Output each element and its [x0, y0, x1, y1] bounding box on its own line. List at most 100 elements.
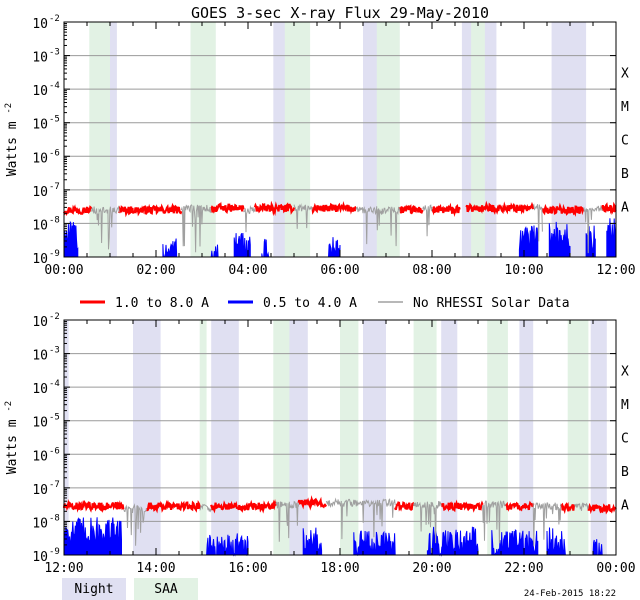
series-blue-segment	[302, 527, 323, 556]
x-tick-label: 12:00	[596, 263, 635, 278]
series-blue-segment	[206, 533, 249, 557]
saa-band	[567, 320, 589, 555]
flare-class-label: M	[621, 100, 629, 115]
night-band	[211, 320, 239, 555]
series-red-segment	[587, 502, 617, 515]
series-red-segment	[62, 498, 125, 513]
y-tick-label: 10	[32, 349, 48, 364]
y-tick-label: 10	[32, 218, 48, 233]
series-blue-segment	[162, 238, 178, 258]
x-tick-label: 22:00	[504, 561, 543, 576]
series-red-segment	[210, 499, 277, 514]
y-tick-label: 10	[32, 252, 48, 267]
y-tick-label: 10	[32, 17, 48, 32]
x-tick-label: 10:00	[504, 263, 543, 278]
series-gray-segment	[199, 503, 212, 513]
timestamp: 24-Feb-2015 18:22	[524, 589, 616, 599]
series-blue-segment	[546, 527, 566, 556]
flare-class-label: C	[621, 432, 629, 447]
series-gray-segment	[91, 205, 120, 250]
x-tick-label: 08:00	[412, 263, 451, 278]
series-gray-segment	[482, 500, 506, 544]
series-red-segment	[559, 501, 576, 515]
series-gray-segment	[243, 205, 256, 233]
series-gray-segment	[422, 204, 433, 237]
x-tick-label: 00:00	[596, 561, 635, 576]
x-tick-label: 02:00	[136, 263, 175, 278]
series-red-segment	[118, 202, 183, 218]
saa-band	[340, 320, 359, 555]
y-tick-exponent: -9	[49, 547, 60, 557]
series-red-segment	[253, 200, 296, 217]
series-gray-segment	[355, 206, 401, 247]
y-tick-label: 10	[32, 449, 48, 464]
region-legend: Night SAA	[62, 578, 198, 600]
saa-band	[273, 320, 290, 555]
y-tick-exponent: -2	[49, 312, 60, 322]
series-red-segment	[431, 202, 461, 217]
y-tick-exponent: -4	[49, 81, 60, 91]
series-gray-segment	[532, 203, 543, 242]
legend-label-blue: 0.5 to 4.0 A	[263, 296, 357, 311]
series-red-segment	[62, 204, 93, 216]
legend-night-label: Night	[74, 582, 113, 597]
legend-saa-swatch	[134, 578, 198, 600]
plot-frame	[63, 21, 617, 258]
x-tick-label: 06:00	[320, 263, 359, 278]
series-gray-segment	[275, 500, 300, 542]
saa-band	[471, 22, 485, 257]
saa-band	[413, 320, 437, 555]
night-band	[284, 320, 308, 555]
series-gray-segment	[325, 497, 396, 540]
night-band	[363, 320, 386, 555]
night-band	[441, 320, 458, 555]
y-tick-label: 10	[32, 550, 48, 565]
series-gray-segment	[583, 204, 603, 254]
y-tick-label: 10	[32, 416, 48, 431]
y-tick-label: 10	[32, 315, 48, 330]
y-tick-exponent: -3	[49, 48, 60, 58]
flare-class-label: C	[621, 134, 629, 149]
y-tick-exponent: -5	[49, 115, 60, 125]
y-tick-label: 10	[32, 51, 48, 66]
flare-class-label: B	[621, 465, 629, 480]
y-tick-label: 10	[32, 151, 48, 166]
y-tick-exponent: -7	[49, 182, 60, 192]
night-band	[590, 320, 607, 555]
series-red-segment	[601, 201, 617, 215]
series-red-segment	[465, 200, 535, 215]
y-tick-label: 10	[32, 483, 48, 498]
flare-class-label: X	[621, 364, 629, 379]
y-tick-label: 10	[32, 516, 48, 531]
legend-label-red: 1.0 to 8.0 A	[115, 296, 209, 311]
flare-class-label: X	[621, 66, 629, 81]
chart-title: GOES 3-sec X-ray Flux 29-May-2010	[191, 4, 489, 22]
y-tick-exponent: -6	[49, 148, 60, 158]
series-gray-segment	[574, 502, 589, 511]
x-tick-label: 14:00	[136, 561, 175, 576]
series-red-segment	[145, 499, 201, 514]
bottom-panel: 10-210-310-410-510-610-710-810 -9XMCBAWat…	[4, 312, 636, 576]
y-tick-exponent: -2	[49, 14, 60, 24]
legend-night-swatch	[62, 578, 126, 600]
series-blue-segment	[548, 221, 571, 258]
saa-band	[89, 22, 110, 257]
y-tick-exponent: -9	[49, 249, 60, 259]
series-blue-segment	[233, 232, 251, 258]
saa-band	[487, 320, 508, 555]
series-blue-segment	[261, 238, 270, 258]
series-gray-segment	[180, 204, 212, 253]
flare-class-label: A	[621, 499, 629, 514]
series-red-segment	[394, 501, 415, 512]
series-gray-segment	[413, 501, 442, 544]
y-axis-label: Watts m -2	[4, 103, 20, 176]
saa-band	[190, 22, 216, 257]
y-tick-label: 10	[32, 118, 48, 133]
series-gray-segment	[123, 503, 148, 546]
flare-class-label: B	[621, 167, 629, 182]
y-tick-label: 10	[32, 185, 48, 200]
night-band	[551, 22, 587, 257]
y-tick-exponent: -8	[49, 215, 60, 225]
series-red-segment	[440, 499, 484, 513]
